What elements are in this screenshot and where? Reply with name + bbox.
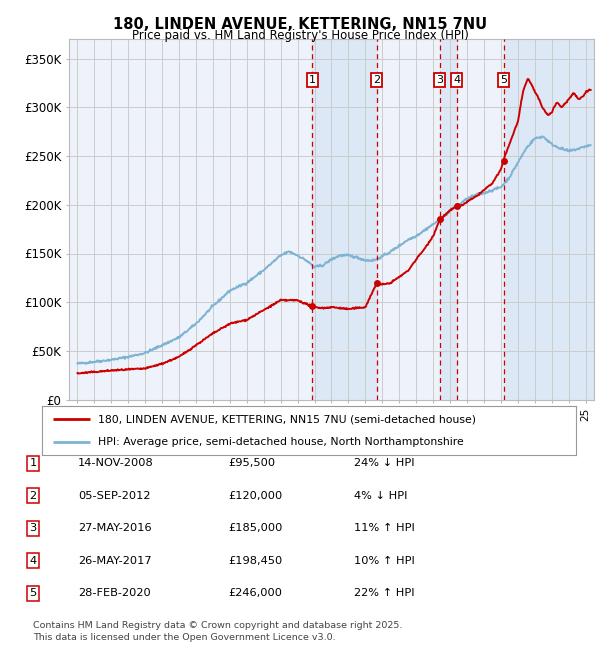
Text: 1: 1 [309,75,316,86]
Bar [313,39,377,400]
Text: 10% ↑ HPI: 10% ↑ HPI [354,556,415,566]
Text: £246,000: £246,000 [228,588,282,599]
Text: 5: 5 [500,75,507,86]
Text: 1: 1 [29,458,37,469]
Text: 180, LINDEN AVENUE, KETTERING, NN15 7NU (semi-detached house): 180, LINDEN AVENUE, KETTERING, NN15 7NU … [98,415,476,424]
Text: 24% ↓ HPI: 24% ↓ HPI [354,458,415,469]
Text: 28-FEB-2020: 28-FEB-2020 [78,588,151,599]
Text: 4% ↓ HPI: 4% ↓ HPI [354,491,407,501]
Text: £95,500: £95,500 [228,458,275,469]
Text: 27-MAY-2016: 27-MAY-2016 [78,523,152,534]
Text: £185,000: £185,000 [228,523,283,534]
Bar [503,39,594,400]
Text: 22% ↑ HPI: 22% ↑ HPI [354,588,415,599]
Text: 180, LINDEN AVENUE, KETTERING, NN15 7NU: 180, LINDEN AVENUE, KETTERING, NN15 7NU [113,17,487,32]
Text: 3: 3 [436,75,443,86]
Text: £120,000: £120,000 [228,491,282,501]
Text: 2: 2 [29,491,37,501]
Text: 3: 3 [29,523,37,534]
Text: HPI: Average price, semi-detached house, North Northamptonshire: HPI: Average price, semi-detached house,… [98,437,464,447]
Text: 05-SEP-2012: 05-SEP-2012 [78,491,151,501]
Text: 4: 4 [29,556,37,566]
Text: 14-NOV-2008: 14-NOV-2008 [78,458,154,469]
Text: 4: 4 [453,75,460,86]
Text: Price paid vs. HM Land Registry's House Price Index (HPI): Price paid vs. HM Land Registry's House … [131,29,469,42]
Text: 2: 2 [373,75,380,86]
Text: 11% ↑ HPI: 11% ↑ HPI [354,523,415,534]
Bar [440,39,457,400]
Text: 26-MAY-2017: 26-MAY-2017 [78,556,152,566]
Text: Contains HM Land Registry data © Crown copyright and database right 2025.
This d: Contains HM Land Registry data © Crown c… [33,621,403,642]
Text: 5: 5 [29,588,37,599]
Text: £198,450: £198,450 [228,556,282,566]
